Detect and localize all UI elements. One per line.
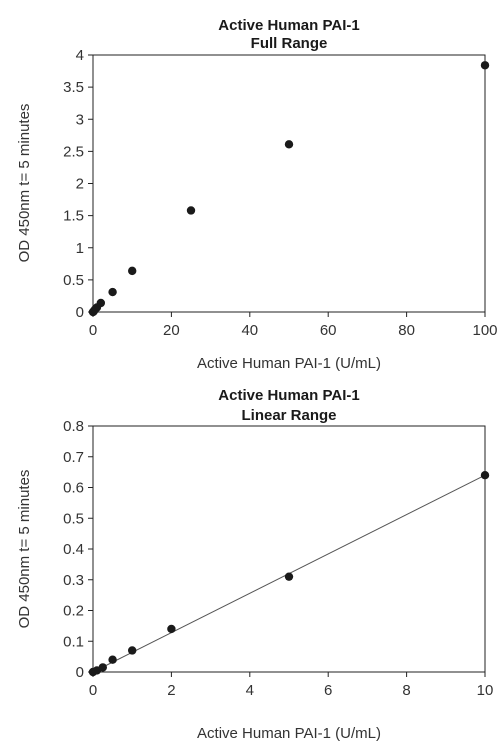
chart1-x-tick-label: 20 [163, 322, 180, 339]
chart1-points [88, 61, 490, 317]
chart-full-range: Active Human PAI-1 Full Range 0 0.5 1 1.5 2 2… [16, 17, 498, 372]
chart1-subtitle: Full Range [251, 35, 328, 52]
chart1-x-tick-label: 40 [241, 322, 258, 339]
chart1-y-tick-label: 3.5 [63, 79, 84, 96]
chart2-x-ticks: 0 2 4 6 8 10 [89, 672, 494, 699]
chart2-data-point [108, 655, 117, 664]
chart1-y-tick-label: 0 [76, 304, 84, 321]
chart1-data-point [96, 298, 106, 308]
chart2-x-axis-label: Active Human PAI-1 (U/mL) [197, 725, 381, 742]
chart2-y-tick-label: 0.7 [63, 449, 84, 466]
chart1-title: Active Human PAI-1 [218, 17, 359, 34]
chart1-y-tick-label: 2.5 [63, 143, 84, 160]
chart2-y-tick-label: 0.3 [63, 572, 84, 589]
chart1-plot-area [92, 54, 486, 313]
chart2-y-tick-label: 0.4 [63, 541, 84, 558]
chart2-data-point [480, 471, 490, 480]
chart2-y-axis-label: OD 450nm t= 5 minutes [16, 470, 33, 629]
chart2-y-tick-label: 0.1 [63, 633, 84, 650]
chart2-data-point [98, 663, 108, 672]
chart1-x-tick-label: 60 [320, 322, 337, 339]
chart1-data-point [108, 287, 117, 297]
chart1-data-point [128, 266, 137, 276]
chart1-y-tick-label: 1.5 [63, 208, 84, 225]
chart1-data-point [480, 61, 490, 70]
chart2-x-tick-label: 4 [246, 682, 254, 699]
chart1-y-tick-label: 4 [76, 47, 84, 64]
chart2-x-tick-label: 10 [477, 682, 494, 699]
chart2-y-tick-label: 0.6 [63, 480, 84, 497]
chart2-data-point [167, 624, 176, 634]
chart2-data-point [128, 646, 137, 655]
chart-linear-range: Active Human PAI-1 Linear Range 00.10.20… [16, 387, 493, 742]
chart2-y-tick-label: 0.2 [63, 603, 84, 620]
chart1-x-tick-label: 100 [472, 322, 497, 339]
chart1-x-axis-label: Active Human PAI-1 (U/mL) [197, 355, 381, 372]
chart1-data-point [284, 140, 294, 149]
chart2-title: Active Human PAI-1 [218, 387, 359, 404]
chart1-x-tick-label: 0 [89, 322, 97, 339]
chart1-y-tick-label: 2 [76, 176, 84, 193]
chart1-data-point [186, 206, 196, 215]
chart1-y-ticks: 0 0.5 1 1.5 2 2.5 3 3.5 4 [63, 47, 93, 321]
chart2-x-tick-label: 6 [324, 682, 332, 699]
chart1-y-axis-label: OD 450nm t= 5 minutes [16, 104, 33, 263]
chart2-y-tick-label: 0.5 [63, 510, 84, 527]
chart2-y-tick-label: 0.8 [63, 418, 84, 435]
chart2-points [88, 471, 490, 677]
chart1-x-ticks: 0 20 40 60 80 100 [89, 312, 498, 339]
chart2-data-point [284, 572, 294, 581]
chart1-y-tick-label: 3 [76, 111, 84, 128]
chart2-subtitle: Linear Range [241, 407, 336, 424]
chart2-y-tick-label: 0 [76, 664, 84, 681]
chart2-x-tick-label: 2 [167, 682, 175, 699]
chart2-x-tick-label: 0 [89, 682, 97, 699]
chart2-y-ticks: 0 0.1 0.2 0.3 0.4 0.5 0.6 0.7 0.8 [63, 418, 93, 681]
chart2-plot-area [92, 425, 486, 673]
chart1-y-tick-label: 1 [76, 240, 84, 257]
chart1-x-tick-label: 80 [398, 322, 415, 339]
chart1-y-tick-label: 0.5 [63, 272, 84, 289]
chart2-x-tick-label: 8 [402, 682, 410, 699]
